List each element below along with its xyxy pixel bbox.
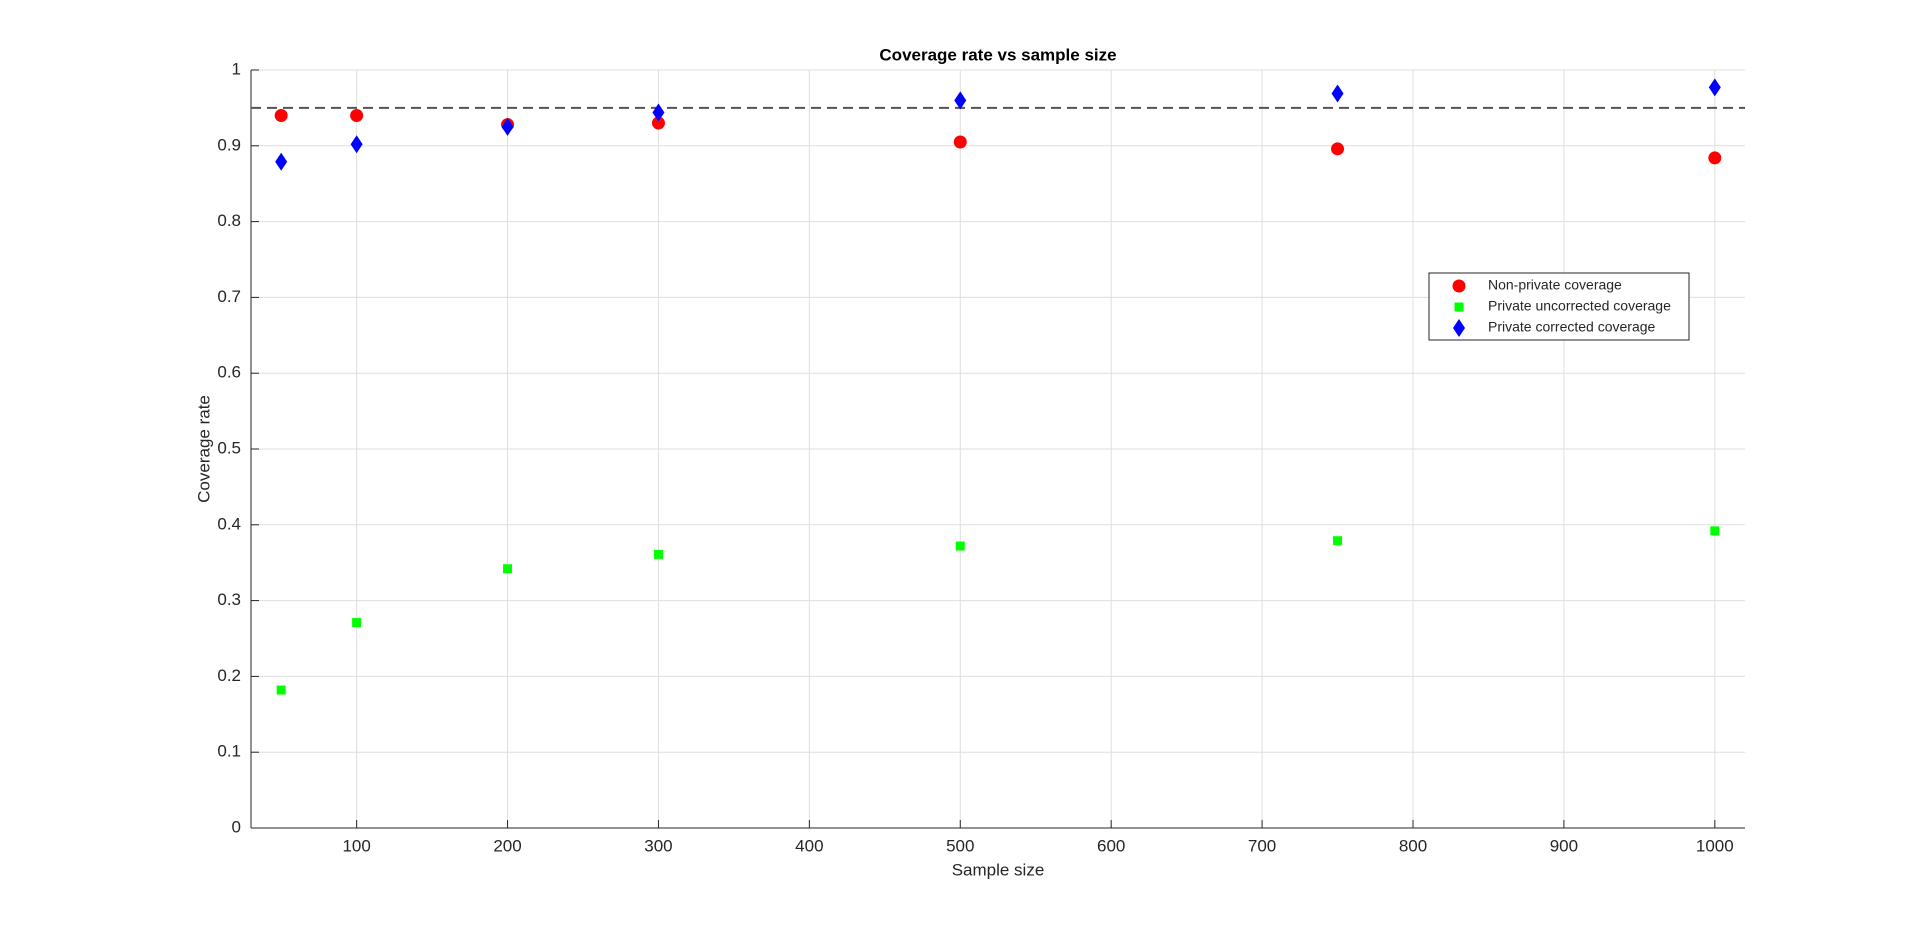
legend-marker	[1453, 319, 1465, 337]
y-axis-label: Coverage rate	[194, 395, 213, 503]
y-tick-label: 0.6	[217, 363, 241, 382]
y-tick-label: 0.3	[217, 590, 241, 609]
legend-marker	[1452, 279, 1466, 293]
legend-marker	[1454, 302, 1464, 312]
y-tick-label: 0.9	[217, 135, 241, 154]
y-tick-label: 0.5	[217, 438, 241, 457]
point	[1331, 142, 1345, 156]
point	[274, 108, 288, 122]
point	[350, 108, 364, 122]
point	[651, 116, 665, 130]
point	[1708, 78, 1721, 97]
x-tick-label: 800	[1399, 836, 1427, 855]
point	[652, 103, 665, 122]
legend-label: Private corrected coverage	[1488, 319, 1656, 335]
x-tick-label: 900	[1550, 836, 1578, 855]
x-tick-label: 600	[1097, 836, 1125, 855]
chart-title: Coverage rate vs sample size	[879, 45, 1116, 64]
point	[1710, 526, 1720, 536]
point	[501, 117, 514, 136]
x-tick-label: 300	[644, 836, 672, 855]
point	[1331, 84, 1344, 103]
y-tick-label: 0.8	[217, 211, 241, 230]
legend-label: Non-private coverage	[1488, 277, 1622, 293]
point	[1708, 151, 1722, 165]
point	[352, 618, 362, 628]
y-tick-label: 0.7	[217, 287, 241, 306]
y-tick-label: 0.2	[217, 666, 241, 685]
x-axis-label: Sample size	[952, 860, 1045, 879]
y-tick-label: 0.1	[217, 742, 241, 761]
x-tick-label: 200	[493, 836, 521, 855]
point	[955, 541, 965, 551]
point	[275, 152, 288, 171]
point	[350, 135, 363, 154]
point	[653, 549, 663, 559]
legend-label: Private uncorrected coverage	[1488, 298, 1671, 314]
point	[954, 91, 967, 110]
y-tick-label: 0.4	[217, 514, 241, 533]
y-tick-label: 0	[232, 817, 241, 836]
x-tick-label: 700	[1248, 836, 1276, 855]
point	[1333, 536, 1343, 546]
y-tick-label: 1	[232, 59, 241, 78]
x-tick-label: 400	[795, 836, 823, 855]
point	[953, 135, 967, 149]
point	[503, 564, 513, 574]
legend-box	[1428, 272, 1690, 341]
x-tick-label: 100	[342, 836, 370, 855]
x-tick-label: 1000	[1696, 836, 1734, 855]
x-tick-label: 500	[946, 836, 974, 855]
point	[276, 685, 286, 695]
